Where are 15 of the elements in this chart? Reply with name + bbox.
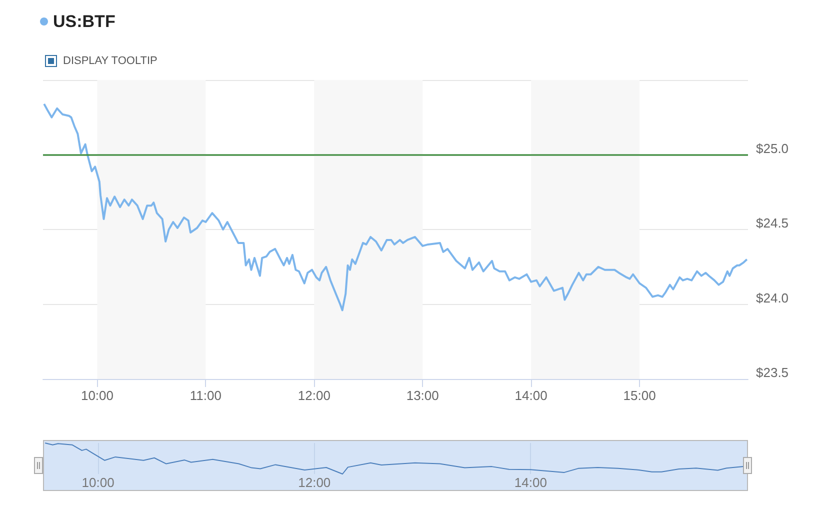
y-tick-label: $25.0: [756, 140, 789, 156]
x-tick-label: 13:00: [406, 388, 439, 403]
x-tick-label: 14:00: [514, 475, 547, 490]
y-tick-label: $24.0: [756, 290, 789, 306]
legend-label: US:BTF: [53, 12, 116, 31]
x-tick-label: 14:00: [514, 388, 548, 403]
x-tick-label: 15:00: [623, 388, 656, 403]
y-tick-label: $24.5: [756, 216, 789, 230]
x-tick-label: 11:00: [190, 388, 222, 403]
x-tick-label: 10:00: [82, 475, 114, 490]
text: DISPLAY TOOLTIP: [63, 55, 158, 67]
x-tick-label: 12:00: [298, 475, 331, 490]
y-tick-label: $23.5: [756, 365, 789, 380]
x-tick-label: 12:00: [298, 388, 330, 403]
x-tick-label: 10:00: [80, 388, 114, 403]
